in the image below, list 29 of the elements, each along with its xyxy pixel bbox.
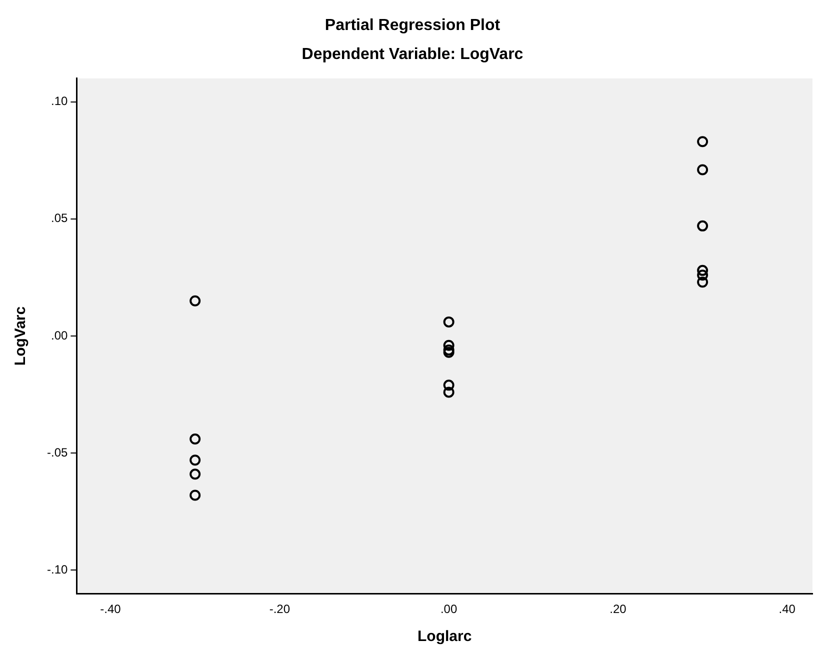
y-tick-label: .05 [50, 211, 68, 226]
y-tick-label: .10 [50, 94, 68, 108]
point [697, 136, 708, 148]
point [443, 316, 454, 328]
x-tick-label: .20 [610, 602, 627, 616]
y-tick-label: .00 [50, 328, 68, 342]
y-axis-title: LogVarc [12, 306, 30, 366]
point [697, 270, 708, 281]
x-tick-label: .40 [778, 602, 796, 616]
chart-subtitle: Dependent Variable: LogVarc [302, 46, 524, 64]
point [190, 295, 201, 306]
point [697, 264, 708, 276]
x-tick-label: .00 [440, 602, 458, 616]
point [190, 490, 201, 501]
point [190, 468, 201, 480]
point [190, 454, 201, 466]
chart-title: Partial Regression Plot [324, 17, 501, 34]
point [443, 380, 454, 391]
x-axis-title: Loglarc [417, 628, 472, 646]
point [190, 434, 201, 445]
y-tick-label: -.05 [46, 445, 68, 460]
y-tick-label: -.10 [46, 562, 68, 576]
point [697, 164, 708, 176]
point [697, 276, 708, 288]
point [697, 220, 708, 232]
x-tick-label: -.20 [269, 602, 290, 616]
point [443, 386, 454, 398]
point [443, 340, 454, 351]
x-tick-label: -.40 [100, 602, 122, 616]
